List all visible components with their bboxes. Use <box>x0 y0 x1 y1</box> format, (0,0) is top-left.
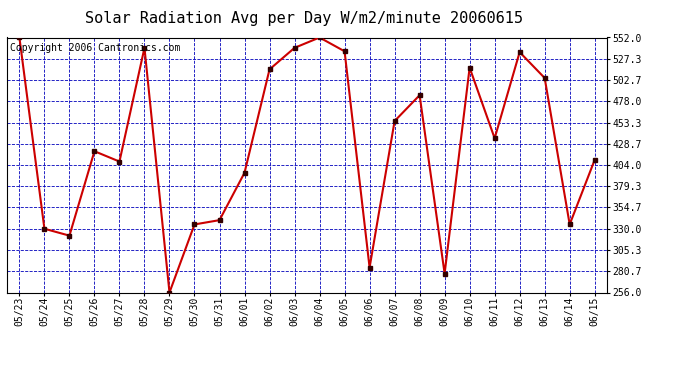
Text: Copyright 2006 Cantronics.com: Copyright 2006 Cantronics.com <box>10 43 180 52</box>
Text: Solar Radiation Avg per Day W/m2/minute 20060615: Solar Radiation Avg per Day W/m2/minute … <box>85 11 522 26</box>
